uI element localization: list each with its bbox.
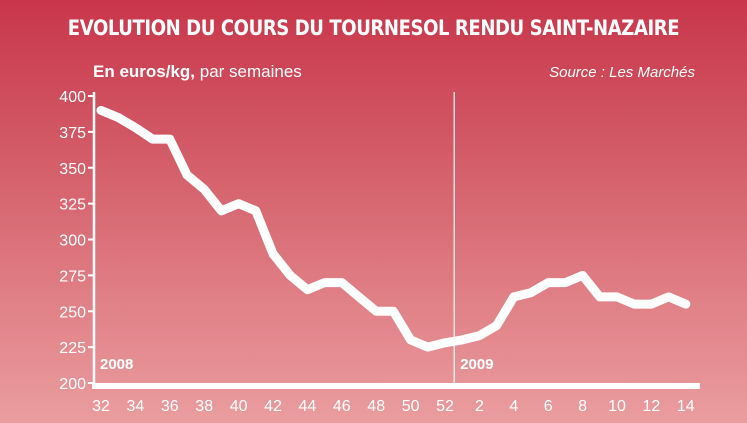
y-tick-label: 250 xyxy=(59,304,86,321)
x-tick-label: 46 xyxy=(333,398,351,415)
subtitle-period: par semaines xyxy=(195,62,302,81)
y-tick-labels: 200 225 250 275 300 325 350 375 400 xyxy=(59,89,94,393)
x-tick-label: 44 xyxy=(299,398,317,415)
x-tick-label: 34 xyxy=(127,398,145,415)
y-tick-label: 225 xyxy=(59,340,86,357)
x-tick-labels: 32 34 36 38 40 42 44 46 48 50 52 2 4 6 8 10 12 14 xyxy=(92,398,695,415)
y-tick-label: 325 xyxy=(59,197,86,214)
x-tick-label: 10 xyxy=(608,398,626,415)
x-tick-label: 40 xyxy=(230,398,248,415)
chart-subtitle: En euros/kg, par semaines xyxy=(93,62,302,82)
y-tick-label: 400 xyxy=(59,89,86,106)
x-tick-label: 4 xyxy=(509,398,518,415)
series-layer xyxy=(96,105,691,352)
year-labels: 2008 2009 xyxy=(100,356,494,373)
chart-title: EVOLUTION DU COURS DU TOURNESOL RENDU SA… xyxy=(67,16,680,40)
y-tick-label: 275 xyxy=(59,268,86,285)
x-tick-label: 6 xyxy=(544,398,553,415)
subtitle-unit: En euros/kg, xyxy=(93,62,196,81)
year-label-2008: 2008 xyxy=(100,356,133,373)
chart-axes xyxy=(92,92,700,389)
series-line xyxy=(96,105,691,352)
y-tick-label: 375 xyxy=(59,125,86,142)
x-tick-label: 36 xyxy=(161,398,179,415)
x-tick-label: 52 xyxy=(436,398,454,415)
x-axis-band xyxy=(92,383,700,389)
y-tick-label: 350 xyxy=(59,161,86,178)
y-tick-label: 300 xyxy=(59,233,86,250)
x-tick-label: 48 xyxy=(367,398,385,415)
year-label-2009: 2009 xyxy=(460,356,493,373)
x-tick-label: 8 xyxy=(578,398,587,415)
x-tick-label: 32 xyxy=(92,398,110,415)
chart-source: Source : Les Marchés xyxy=(549,64,695,81)
x-tick-label: 2 xyxy=(475,398,484,415)
x-tick-label: 42 xyxy=(264,398,282,415)
x-tick-label: 14 xyxy=(677,398,695,415)
y-tick-label: 200 xyxy=(59,376,86,393)
x-tick-label: 50 xyxy=(402,398,420,415)
x-tick-label: 38 xyxy=(195,398,213,415)
x-tick-label: 12 xyxy=(643,398,661,415)
